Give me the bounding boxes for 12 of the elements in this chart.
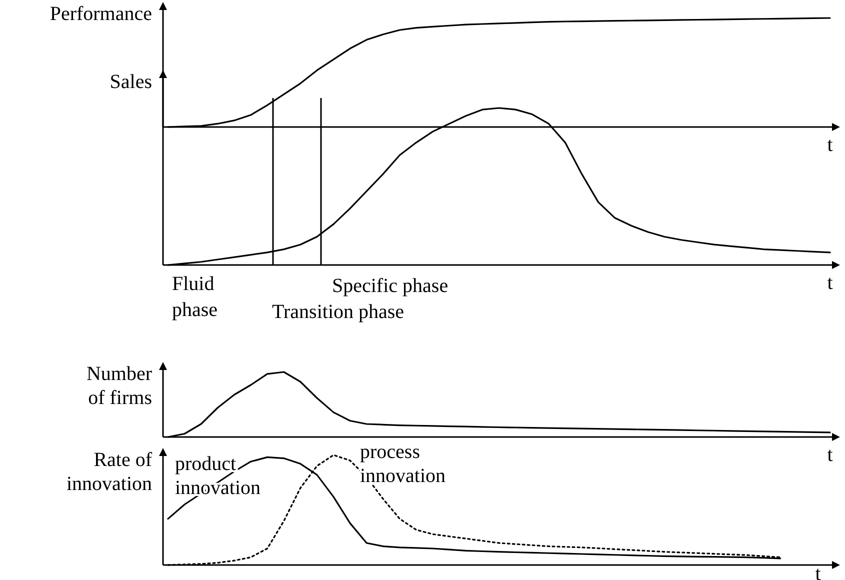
x-axis-title: t [827, 444, 834, 466]
y-axis-title: Sales [110, 71, 152, 93]
y-axis-title: Number of firms [86, 363, 152, 409]
y-axis-title: Rate of innovation [66, 449, 152, 495]
text: Transition phase [272, 301, 404, 323]
y-axis-title: Performance [50, 3, 152, 25]
series-label: process innovation [360, 441, 446, 487]
x-axis-title: t [827, 272, 834, 294]
text: Fluid phase [172, 273, 218, 321]
text: Specific phase [332, 275, 448, 297]
x-axis-title: t [815, 563, 822, 580]
x-axis-title: t [827, 134, 834, 156]
